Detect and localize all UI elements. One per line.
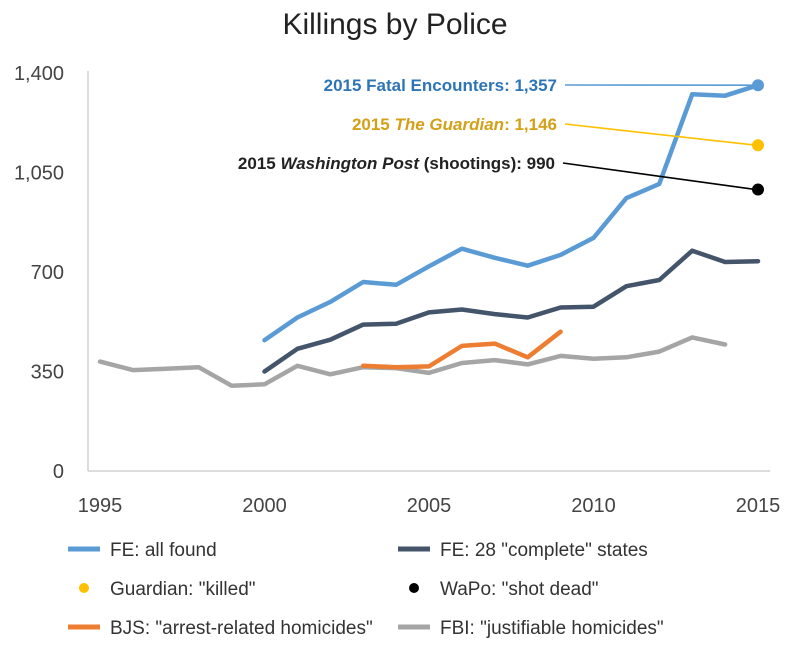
plot-area [97, 79, 764, 388]
chart-title: Killings by Police [282, 8, 507, 41]
data-point [752, 183, 764, 196]
series-line [97, 335, 728, 388]
data-point [752, 139, 764, 152]
x-tick-label: 2015 [736, 495, 781, 517]
legend-label: FBI: "justifiable homicides" [440, 618, 664, 639]
annotation-label: 2015 Fatal Encounters: 1,357 [324, 76, 557, 95]
annotation-leader-line [564, 123, 757, 147]
x-tick-label: 1995 [78, 495, 123, 517]
y-tick-label: 700 [31, 262, 64, 284]
legend-label: FE: all found [110, 540, 217, 561]
legend-label: WaPo: "shot dead" [440, 579, 599, 600]
y-tick-label: 350 [31, 362, 64, 384]
legend-swatch-dot [79, 583, 89, 593]
legend: FE: all found FE: 28 "complete" states Gua… [68, 540, 664, 639]
annotation-part: Washington Post [280, 154, 420, 173]
legend-label: Guardian: "killed" [110, 579, 256, 600]
annotation-part: : 1,146 [504, 115, 557, 134]
annotation-label: 2015 Washington Post (shootings): 990 [238, 154, 555, 173]
annotation-part: 2015 [238, 154, 281, 173]
annotation-part: The Guardian [394, 115, 504, 134]
axes: 0 350 700 1,050 1,400 1995 2000 2005 2010 2015 [14, 63, 780, 517]
series-line [262, 82, 761, 343]
x-tick-label: 2010 [571, 495, 616, 517]
annotation-part: (shootings): 990 [419, 154, 555, 173]
y-tick-label: 1,400 [14, 63, 64, 85]
series-line [262, 248, 761, 374]
y-tick-label: 0 [53, 461, 64, 483]
annotation-part: 2015 [352, 115, 395, 134]
y-tick-label: 1,050 [14, 163, 64, 185]
series-line [360, 329, 563, 370]
x-tick-label: 2000 [242, 495, 287, 517]
legend-label: BJS: "arrest-related homicides" [110, 618, 373, 639]
fe-2015-point [752, 79, 764, 92]
annotation-label: 2015 The Guardian: 1,146 [352, 115, 557, 134]
annotation-leader-line [562, 162, 757, 191]
annotation-part: 2015 Fatal Encounters: 1,357 [324, 76, 557, 95]
legend-label: FE: 28 "complete" states [440, 540, 648, 561]
annotations: 2015 Fatal Encounters: 1,357 2015 The Gua… [238, 76, 757, 191]
x-tick-label: 2005 [407, 495, 452, 517]
legend-swatch-dot [409, 583, 419, 593]
